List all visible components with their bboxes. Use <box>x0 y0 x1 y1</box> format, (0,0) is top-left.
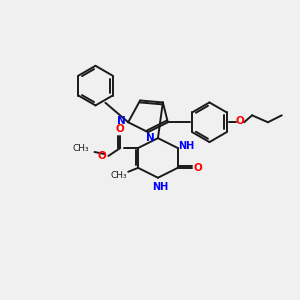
Text: O: O <box>193 163 202 173</box>
Text: N: N <box>146 133 154 143</box>
Text: O: O <box>236 116 244 126</box>
Text: NH: NH <box>152 182 168 192</box>
Text: CH₃: CH₃ <box>72 143 89 152</box>
Text: N: N <box>117 116 126 126</box>
Text: NH: NH <box>178 141 195 151</box>
Text: CH₃: CH₃ <box>111 171 128 180</box>
Text: O: O <box>97 151 106 161</box>
Text: O: O <box>116 124 125 134</box>
